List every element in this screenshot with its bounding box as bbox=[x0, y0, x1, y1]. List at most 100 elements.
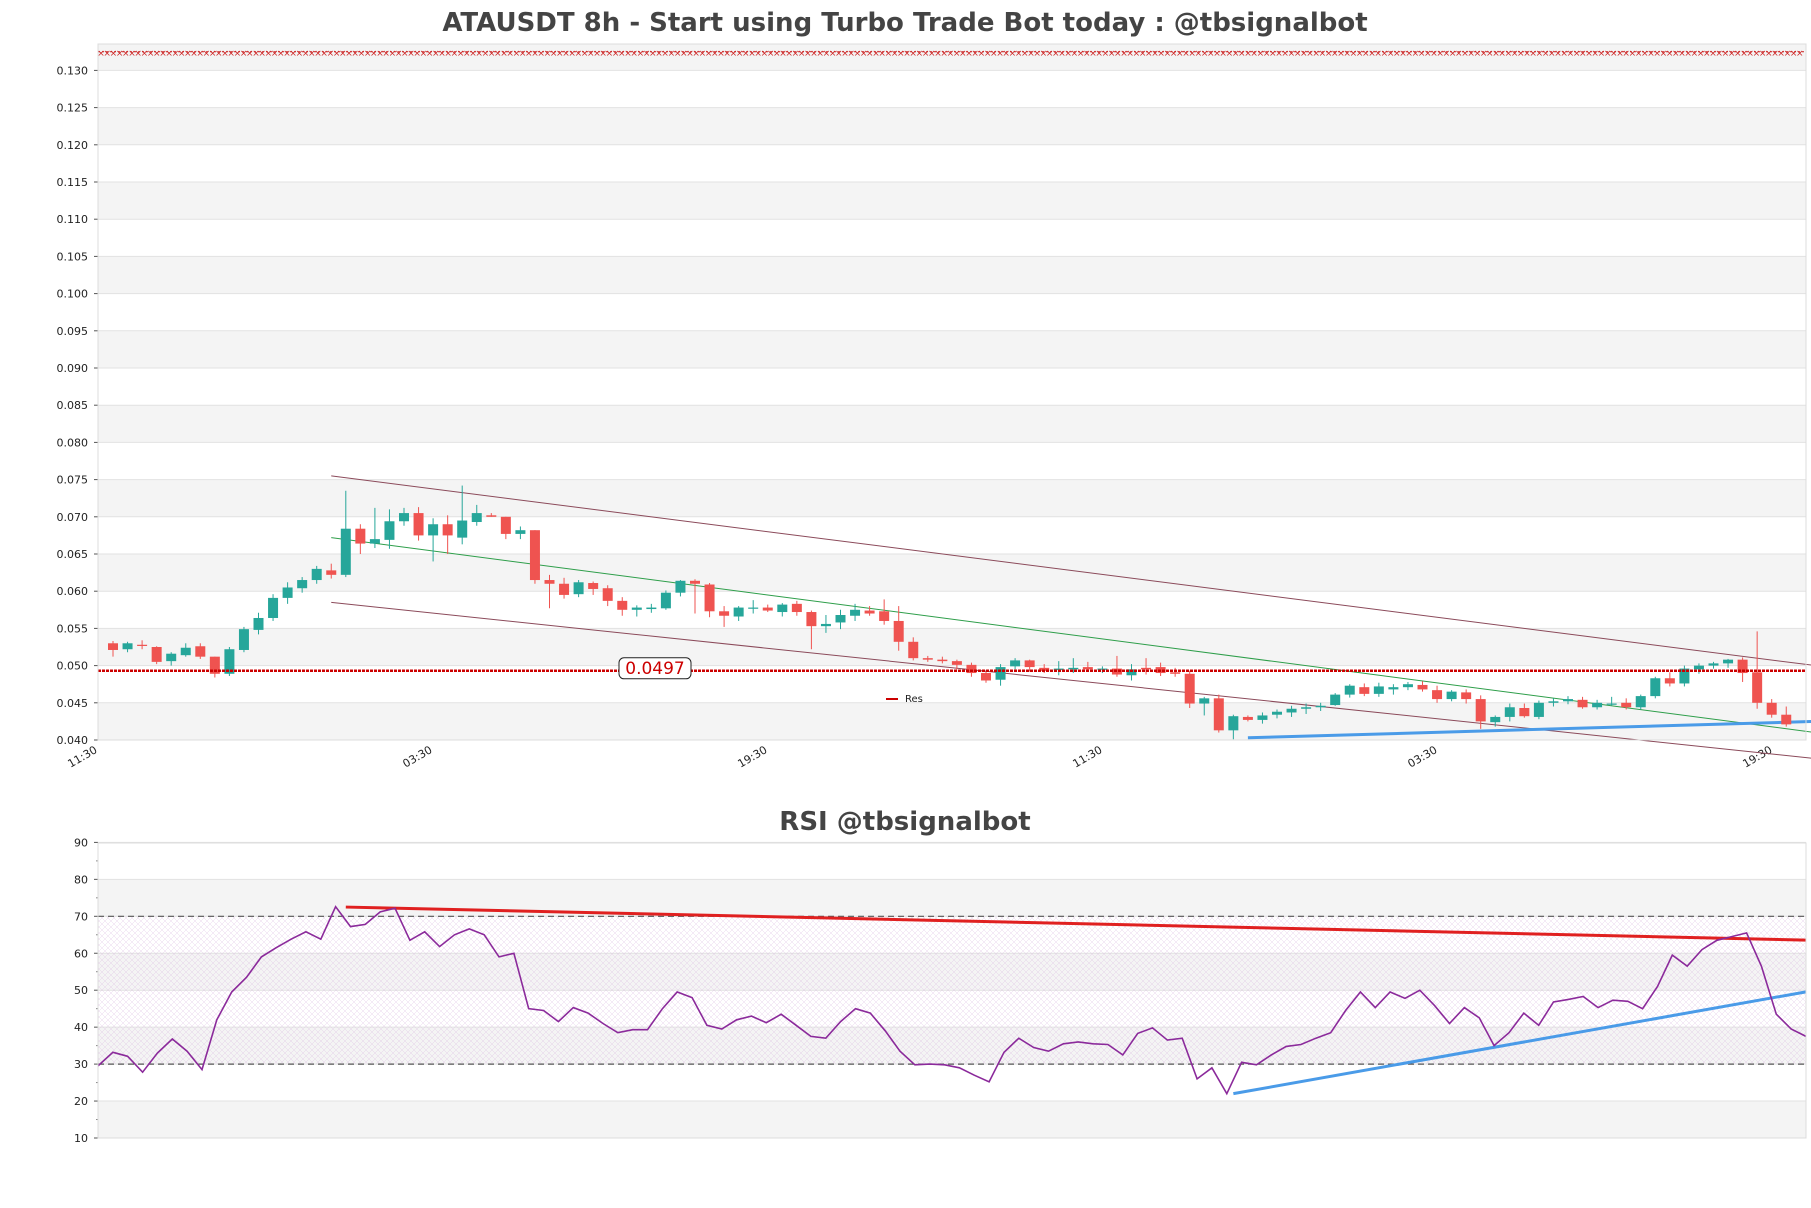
top-marker: × bbox=[1542, 49, 1550, 59]
top-marker: × bbox=[1529, 49, 1537, 59]
top-marker: × bbox=[1120, 49, 1128, 59]
price-label: 0.0497 bbox=[618, 657, 692, 680]
top-marker: × bbox=[1213, 49, 1221, 59]
top-marker: × bbox=[488, 49, 496, 59]
top-marker: × bbox=[798, 49, 806, 59]
top-marker: × bbox=[1126, 49, 1134, 59]
top-marker: × bbox=[1703, 49, 1711, 59]
top-marker: × bbox=[110, 49, 118, 59]
price-y-tick-label: 0.130 bbox=[57, 64, 89, 77]
top-marker: × bbox=[1294, 49, 1302, 59]
top-marker: × bbox=[971, 49, 979, 59]
candle-body bbox=[1359, 687, 1370, 694]
top-marker: × bbox=[804, 49, 812, 59]
top-marker-row: ××××××××××××××××××××××××××××××××××××××××… bbox=[97, 49, 1806, 59]
price-label-text: 0.0497 bbox=[625, 659, 684, 679]
candle-body bbox=[1417, 684, 1428, 690]
top-marker: × bbox=[897, 49, 905, 59]
top-marker: × bbox=[1585, 49, 1593, 59]
top-marker: × bbox=[401, 49, 409, 59]
top-marker: × bbox=[705, 49, 713, 59]
top-marker: × bbox=[1480, 49, 1488, 59]
top-marker: × bbox=[320, 49, 328, 59]
top-marker: × bbox=[234, 49, 242, 59]
candle-body bbox=[122, 643, 133, 650]
top-marker: × bbox=[872, 49, 880, 59]
candle-body bbox=[1650, 678, 1661, 697]
price-x-tick-label: 11:30 bbox=[1071, 743, 1105, 770]
top-marker: × bbox=[1368, 49, 1376, 59]
top-marker: × bbox=[953, 49, 961, 59]
top-marker: × bbox=[1517, 49, 1525, 59]
top-marker: × bbox=[1195, 49, 1203, 59]
top-marker: × bbox=[1077, 49, 1085, 59]
top-marker: × bbox=[1300, 49, 1308, 59]
top-marker: × bbox=[500, 49, 508, 59]
candle-body bbox=[1257, 715, 1268, 720]
top-marker: × bbox=[1238, 49, 1246, 59]
top-marker: × bbox=[1244, 49, 1252, 59]
top-marker: × bbox=[885, 49, 893, 59]
channel-upper-line bbox=[331, 475, 1811, 666]
top-marker: × bbox=[494, 49, 502, 59]
top-marker: × bbox=[1709, 49, 1717, 59]
price-x-tick-label: 03:30 bbox=[1406, 743, 1440, 770]
price-band bbox=[98, 256, 1806, 294]
top-marker: × bbox=[550, 49, 558, 59]
candle-body bbox=[1519, 708, 1530, 717]
top-marker: × bbox=[556, 49, 564, 59]
rsi-chart-title: RSI @tbsignalbot bbox=[779, 807, 1030, 837]
top-marker: × bbox=[1474, 49, 1482, 59]
top-marker: × bbox=[1263, 49, 1271, 59]
top-marker: × bbox=[1164, 49, 1172, 59]
top-marker: × bbox=[1784, 49, 1792, 59]
candle-body bbox=[588, 583, 599, 589]
price-band bbox=[98, 628, 1806, 666]
rsi-y-tick-label: 10 bbox=[74, 1132, 88, 1145]
top-marker: × bbox=[97, 49, 105, 59]
top-marker: × bbox=[271, 49, 279, 59]
support-line bbox=[1247, 720, 1811, 740]
top-marker: × bbox=[1033, 49, 1041, 59]
candle-body bbox=[1097, 668, 1108, 670]
top-marker: × bbox=[333, 49, 341, 59]
top-marker: × bbox=[1188, 49, 1196, 59]
top-marker: × bbox=[1753, 49, 1761, 59]
candle-body bbox=[1315, 705, 1326, 708]
top-marker: × bbox=[792, 49, 800, 59]
top-marker: × bbox=[258, 49, 266, 59]
top-marker: × bbox=[1356, 49, 1364, 59]
price-y-tick-label: 0.120 bbox=[57, 139, 89, 152]
top-marker: × bbox=[835, 49, 843, 59]
top-marker: × bbox=[1734, 49, 1742, 59]
top-marker: × bbox=[296, 49, 304, 59]
top-marker: × bbox=[358, 49, 366, 59]
top-marker: × bbox=[668, 49, 676, 59]
top-marker: × bbox=[1678, 49, 1686, 59]
price-x-tick-label: 11:30 bbox=[66, 743, 100, 770]
price-y-tick-label: 0.100 bbox=[57, 288, 89, 301]
top-marker: × bbox=[339, 49, 347, 59]
candle-body bbox=[646, 607, 657, 610]
top-marker: × bbox=[1207, 49, 1215, 59]
top-marker: × bbox=[1312, 49, 1320, 59]
candle-body bbox=[617, 600, 628, 610]
candle-body bbox=[137, 644, 148, 646]
price-x-tick-label: 03:30 bbox=[401, 743, 435, 770]
top-marker: × bbox=[265, 49, 273, 59]
candle-body bbox=[1373, 686, 1384, 694]
candle-body bbox=[297, 580, 308, 589]
top-marker: × bbox=[1232, 49, 1240, 59]
top-marker: × bbox=[172, 49, 180, 59]
candle-body bbox=[1475, 699, 1486, 722]
candle-body bbox=[500, 516, 511, 534]
top-marker: × bbox=[959, 49, 967, 59]
top-marker: × bbox=[618, 49, 626, 59]
top-marker: × bbox=[878, 49, 886, 59]
candle-body bbox=[631, 607, 642, 610]
top-marker: × bbox=[1653, 49, 1661, 59]
top-marker: × bbox=[847, 49, 855, 59]
candle-body bbox=[1490, 716, 1501, 723]
candle-body bbox=[1126, 669, 1137, 676]
